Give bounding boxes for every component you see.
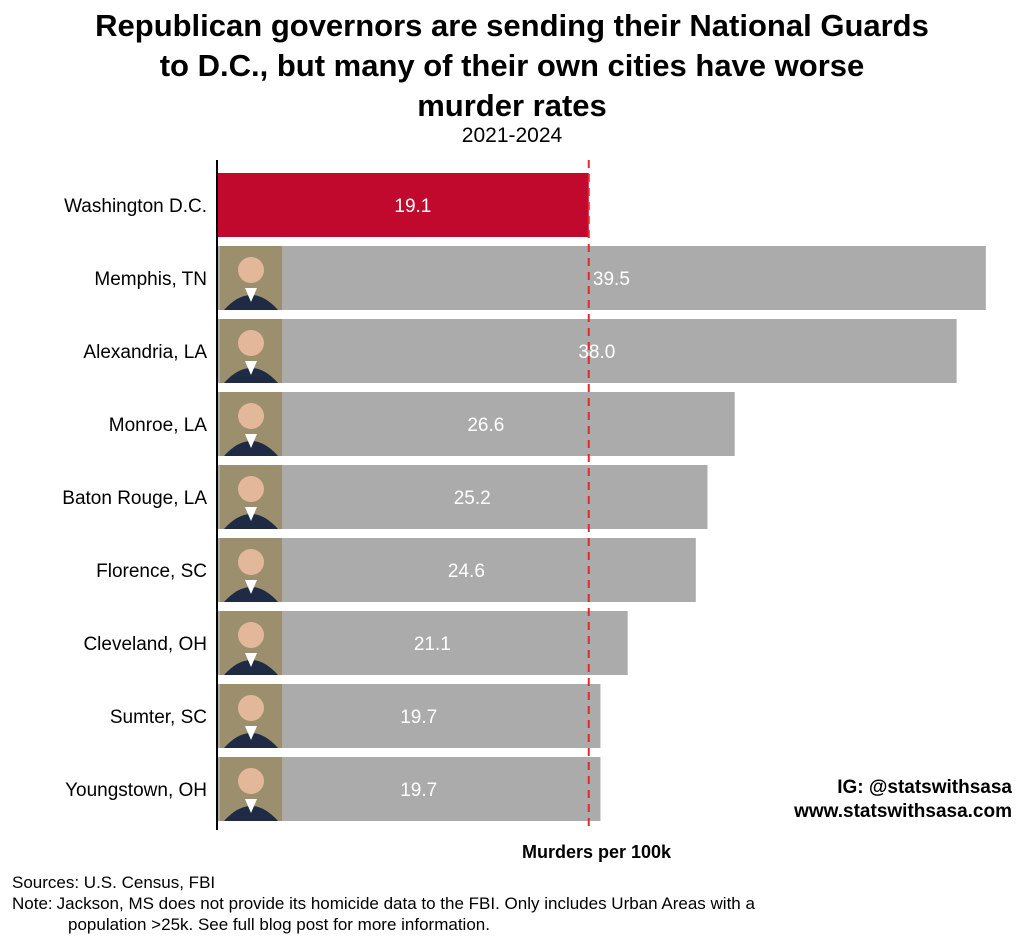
sources-text: Sources: U.S. Census, FBI	[12, 873, 216, 892]
value-label-3: 38.0	[578, 342, 615, 363]
governor-photo-9	[220, 757, 282, 821]
watermark-instagram: IG: @statswithsasa	[837, 777, 1012, 798]
governor-photo-3	[220, 319, 282, 383]
bar-2	[218, 246, 986, 310]
watermark-website: www.statswithsasa.com	[794, 801, 1012, 822]
value-label-7: 21.1	[414, 634, 451, 655]
bar-7	[218, 611, 628, 675]
governor-photo-4	[220, 392, 282, 456]
watermark: IG: @statswithsasa www.statswithsasa.com	[794, 776, 1012, 824]
bar-5	[218, 465, 708, 529]
bar-4	[218, 392, 735, 456]
bar-3	[218, 319, 957, 383]
governor-photo-5	[220, 465, 282, 529]
chart-title: Republican governors are sending their N…	[0, 6, 1024, 126]
y-tick-label-7: Cleveland, OH	[83, 634, 207, 655]
y-tick-label-4: Monroe, LA	[109, 415, 208, 436]
value-label-8: 19.7	[400, 707, 437, 728]
governor-photo-7	[220, 611, 282, 675]
chart-subtitle: 2021-2024	[461, 124, 563, 147]
note-label: Note:	[12, 894, 53, 913]
value-label-9: 19.7	[400, 780, 437, 801]
value-label-2: 39.5	[593, 269, 630, 290]
y-tick-label-1: Washington D.C.	[64, 196, 207, 217]
bar-1	[218, 173, 589, 237]
governor-photo-6	[220, 538, 282, 602]
bar-6	[218, 538, 696, 602]
value-label-6: 24.6	[448, 561, 485, 582]
value-label-5: 25.2	[454, 488, 491, 509]
y-tick-label-2: Memphis, TN	[94, 269, 207, 290]
y-tick-label-9: Youngstown, OH	[65, 780, 207, 801]
footer: Sources: U.S. Census, FBI Note: Jackson,…	[12, 872, 1012, 935]
value-label-1: 19.1	[394, 196, 431, 217]
y-tick-label-3: Alexandria, LA	[83, 342, 207, 363]
y-tick-label-6: Florence, SC	[96, 561, 207, 582]
value-label-4: 26.6	[467, 415, 504, 436]
chart-title-line-3: murder rates	[417, 88, 607, 123]
y-tick-label-5: Baton Rouge, LA	[62, 488, 207, 509]
governor-photo-8	[220, 684, 282, 748]
y-tick-label-8: Sumter, SC	[110, 707, 207, 728]
chart-title-line-2: to D.C., but many of their own cities ha…	[159, 48, 865, 83]
chart-title-line-1: Republican governors are sending their N…	[95, 8, 929, 43]
note-line-2: population >25k. See full blog post for …	[68, 915, 490, 934]
x-axis-label: Murders per 100k	[522, 842, 672, 862]
note: Note: Jackson, MS does not provide its h…	[12, 893, 1012, 914]
note-line-1: Jackson, MS does not provide its homicid…	[56, 894, 755, 913]
governor-photo-2	[220, 246, 282, 310]
